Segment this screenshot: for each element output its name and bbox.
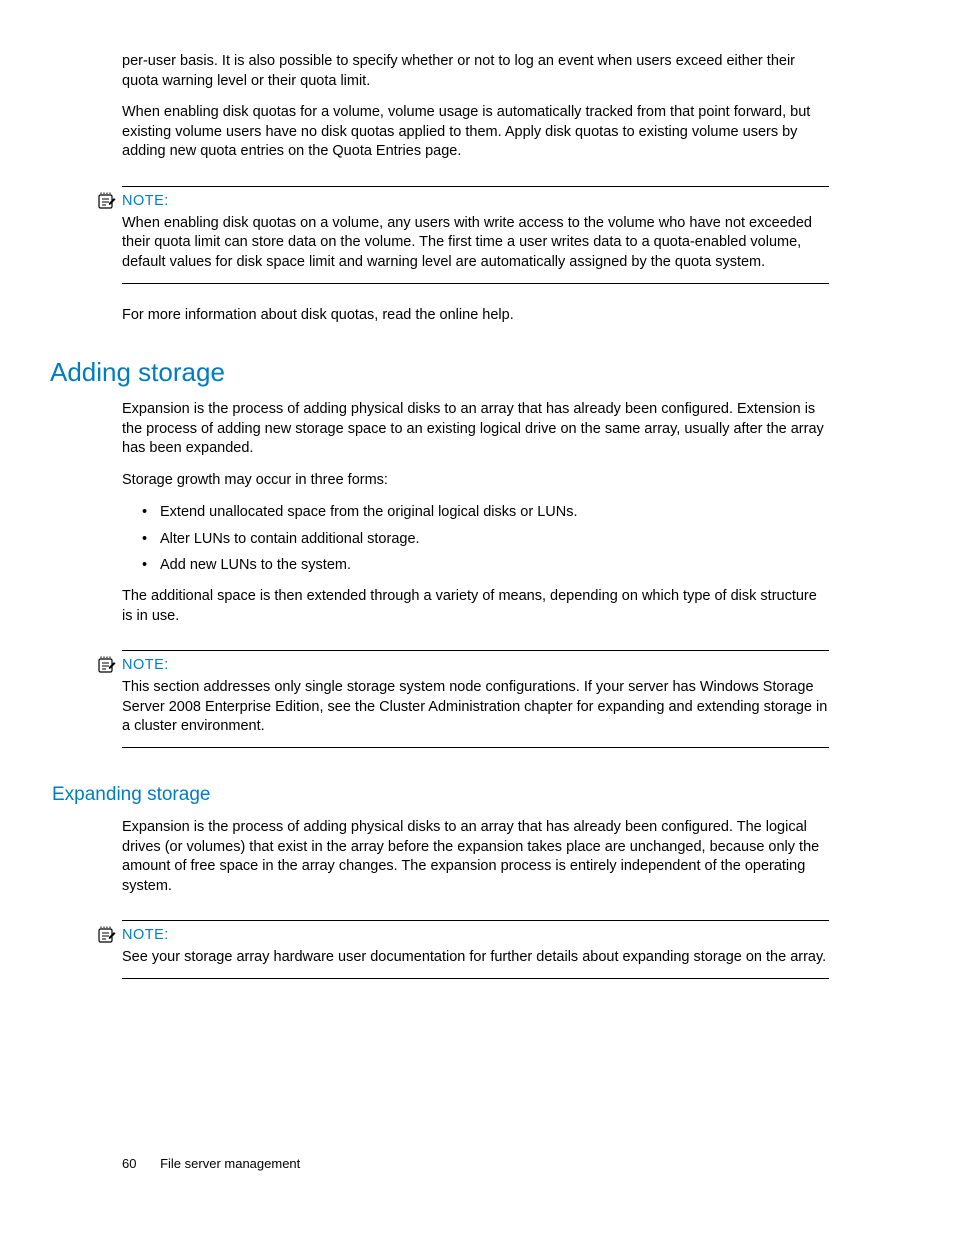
note-icon (98, 656, 116, 674)
note-rule (122, 978, 829, 979)
note-label: NOTE: (122, 193, 829, 209)
note-rule (122, 186, 829, 187)
footer-section-title: File server management (160, 1156, 300, 1171)
note-rule (122, 283, 829, 284)
page-footer: 60 File server management (122, 1156, 300, 1171)
heading-expanding-storage: Expanding storage (52, 784, 904, 806)
note-icon (98, 192, 116, 210)
list-item: Add new LUNs to the system. (142, 555, 829, 575)
list-item: Extend unallocated space from the origin… (142, 502, 829, 522)
note-rule (122, 650, 829, 651)
storage-growth-list: Extend unallocated space from the origin… (142, 502, 829, 575)
paragraph-adding-3: The additional space is then extended th… (122, 587, 829, 626)
note-body-2: This section addresses only single stora… (122, 678, 829, 737)
paragraph-adding-1: Expansion is the process of adding physi… (122, 400, 829, 459)
note-label: NOTE: (122, 657, 829, 673)
paragraph-intro-2: When enabling disk quotas for a volume, … (122, 103, 829, 162)
note-body-1: When enabling disk quotas on a volume, a… (122, 214, 829, 273)
note-block-1: NOTE: When enabling disk quotas on a vol… (122, 186, 829, 284)
list-item: Alter LUNs to contain additional storage… (142, 529, 829, 549)
note-label: NOTE: (122, 927, 829, 943)
page-content: per-user basis. It is also possible to s… (0, 0, 954, 1235)
heading-adding-storage: Adding storage (50, 357, 904, 388)
paragraph-expanding-1: Expansion is the process of adding physi… (122, 818, 829, 896)
paragraph-intro-1: per-user basis. It is also possible to s… (122, 52, 829, 91)
paragraph-adding-2: Storage growth may occur in three forms: (122, 471, 829, 491)
paragraph-after-note1: For more information about disk quotas, … (122, 306, 829, 326)
note-icon (98, 926, 116, 944)
note-block-3: NOTE: See your storage array hardware us… (122, 920, 829, 979)
page-number: 60 (122, 1156, 136, 1171)
note-block-2: NOTE: This section addresses only single… (122, 650, 829, 748)
note-rule (122, 747, 829, 748)
note-rule (122, 920, 829, 921)
note-body-3: See your storage array hardware user doc… (122, 948, 829, 968)
